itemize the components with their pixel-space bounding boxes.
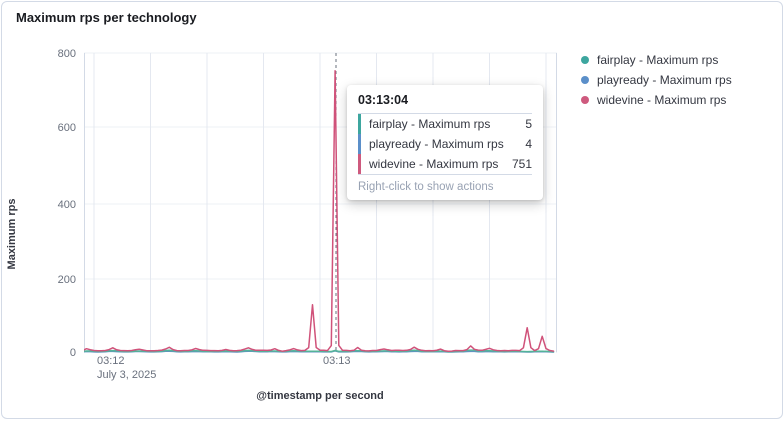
svg-text:03:12: 03:12 — [97, 355, 125, 367]
svg-text:July 3, 2025: July 3, 2025 — [97, 369, 156, 381]
svg-text:03:13: 03:13 — [323, 355, 351, 367]
svg-text:0: 0 — [70, 347, 76, 359]
svg-text:200: 200 — [58, 274, 76, 286]
svg-text:800: 800 — [58, 48, 76, 60]
svg-text:600: 600 — [58, 122, 76, 134]
svg-text:400: 400 — [58, 199, 76, 211]
